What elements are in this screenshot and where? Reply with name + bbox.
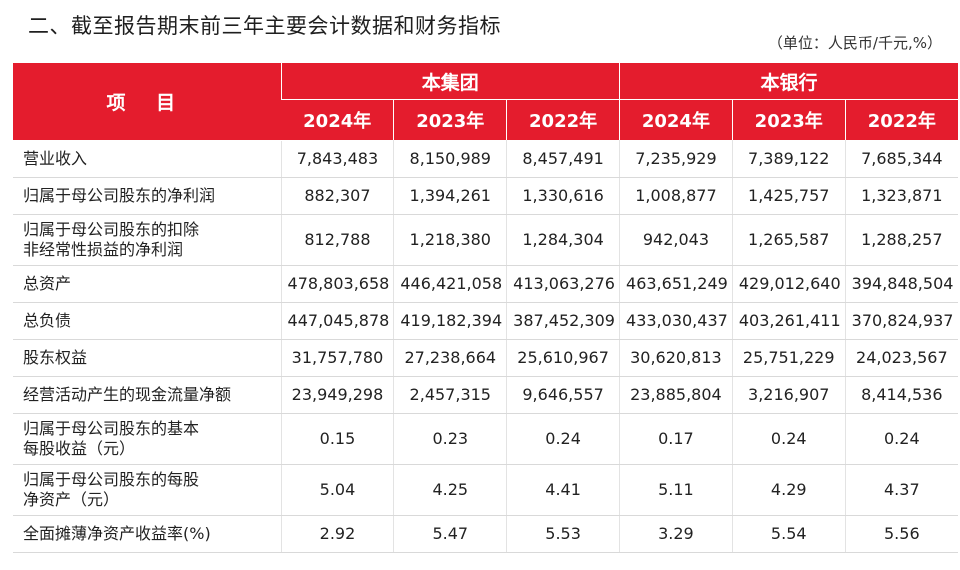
cell-value: 394,848,504	[844, 265, 958, 303]
cell-value: 1,218,380	[393, 214, 507, 266]
cell-value: 1,284,304	[506, 214, 620, 266]
cell-value: 5.54	[731, 515, 846, 553]
cell-value: 7,389,122	[731, 140, 846, 178]
cell-value: 403,261,411	[731, 302, 846, 340]
table-row: 总负债 447,045,878 419,182,394 387,452,309 433,…	[13, 302, 958, 340]
cell-value: 8,414,536	[844, 376, 958, 414]
header-row-years: 2024年 2023年 2022年 2024年 2023年 2022年	[13, 99, 958, 140]
header-year: 2023年	[393, 99, 507, 140]
cell-value: 9,646,557	[506, 376, 620, 414]
cell-value: 1,394,261	[393, 177, 507, 215]
table-row: 归属于母公司股东的基本 每股收益（元） 0.15 0.23 0.24 0.17 0.24 0.…	[13, 413, 958, 465]
row-label: 全面摊薄净资产收益率(%)	[13, 515, 282, 553]
cell-value: 8,457,491	[506, 140, 620, 178]
cell-value: 882,307	[280, 177, 394, 215]
table-row: 股东权益 31,757,780 27,238,664 25,610,967 30,620…	[13, 339, 958, 377]
table-row: 归属于母公司股东的扣除 非经常性损益的净利润 812,788 1,218,380 1,2…	[13, 214, 958, 266]
header-year: 2023年	[731, 99, 846, 140]
table-header: 项 目 本集团 本银行 2024年 2023年 2022年 2024年 2023…	[13, 63, 958, 141]
table-row: 经营活动产生的现金流量净额 23,949,298 2,457,315 9,646,55…	[13, 376, 958, 414]
cell-value: 1,288,257	[844, 214, 958, 266]
row-label: 总资产	[13, 265, 282, 303]
cell-value: 0.17	[619, 413, 733, 465]
cell-value: 1,265,587	[731, 214, 846, 266]
unit-note: （单位：人民币/千元,%）	[767, 34, 942, 52]
row-label: 经营活动产生的现金流量净额	[13, 376, 282, 414]
cell-value: 0.24	[506, 413, 620, 465]
table-row: 全面摊薄净资产收益率(%) 2.92 5.47 5.53 3.29 5.54 5.56	[13, 515, 958, 553]
cell-value: 447,045,878	[280, 302, 394, 340]
cell-value: 5.47	[393, 515, 507, 553]
cell-value: 5.11	[619, 464, 733, 516]
cell-value: 27,238,664	[393, 339, 507, 377]
page-title: 二、截至报告期末前三年主要会计数据和财务指标	[28, 14, 501, 38]
cell-value: 942,043	[619, 214, 733, 266]
cell-value: 8,150,989	[393, 140, 507, 178]
cell-value: 2.92	[280, 515, 394, 553]
row-label: 归属于母公司股东的每股 净资产（元）	[13, 464, 282, 516]
row-label: 股东权益	[13, 339, 282, 377]
financial-data-table: 项 目 本集团 本银行 2024年 2023年 2022年 2024年 2023…	[13, 63, 958, 553]
cell-value: 4.25	[393, 464, 507, 516]
header-year: 2024年	[619, 99, 733, 140]
cell-value: 4.41	[506, 464, 620, 516]
cell-value: 413,063,276	[506, 265, 620, 303]
cell-value: 433,030,437	[619, 302, 733, 340]
cell-value: 7,685,344	[844, 140, 958, 178]
cell-value: 478,803,658	[280, 265, 394, 303]
cell-value: 0.24	[844, 413, 958, 465]
header-group-consolidated: 本集团	[280, 63, 620, 100]
row-label: 营业收入	[13, 140, 282, 178]
cell-value: 25,610,967	[506, 339, 620, 377]
cell-value: 23,949,298	[280, 376, 394, 414]
cell-value: 31,757,780	[280, 339, 394, 377]
cell-value: 387,452,309	[506, 302, 620, 340]
cell-value: 7,235,929	[619, 140, 733, 178]
cell-value: 3.29	[619, 515, 733, 553]
cell-value: 5.04	[280, 464, 394, 516]
header-row-groups: 项 目 本集团 本银行	[13, 63, 958, 141]
table-row: 归属于母公司股东的净利润 882,307 1,394,261 1,330,616 1,0…	[13, 177, 958, 215]
header-year: 2022年	[506, 99, 620, 140]
cell-value: 4.37	[844, 464, 958, 516]
cell-value: 0.24	[731, 413, 846, 465]
cell-value: 5.56	[844, 515, 958, 553]
cell-value: 3,216,907	[731, 376, 846, 414]
cell-value: 25,751,229	[731, 339, 846, 377]
table-row: 营业收入 7,843,483 8,150,989 8,457,491 7,235,929…	[13, 140, 958, 178]
row-label: 总负债	[13, 302, 282, 340]
header-item: 项 目	[13, 63, 282, 141]
cell-value: 0.15	[280, 413, 394, 465]
header-group-bank: 本银行	[619, 63, 958, 100]
cell-value: 24,023,567	[844, 339, 958, 377]
cell-value: 446,421,058	[393, 265, 507, 303]
cell-value: 1,008,877	[619, 177, 733, 215]
cell-value: 463,651,249	[619, 265, 733, 303]
cell-value: 23,885,804	[619, 376, 733, 414]
cell-value: 429,012,640	[731, 265, 846, 303]
table-row: 归属于母公司股东的每股 净资产（元） 5.04 4.25 4.41 5.11 4.29 4.3…	[13, 464, 958, 516]
cell-value: 4.29	[731, 464, 846, 516]
header-year: 2022年	[844, 99, 958, 140]
cell-value: 0.23	[393, 413, 507, 465]
cell-value: 5.53	[506, 515, 620, 553]
cell-value: 30,620,813	[619, 339, 733, 377]
cell-value: 1,425,757	[731, 177, 846, 215]
cell-value: 812,788	[280, 214, 394, 266]
table-row: 总资产 478,803,658 446,421,058 413,063,276 463,…	[13, 265, 958, 303]
row-label: 归属于母公司股东的扣除 非经常性损益的净利润	[13, 214, 282, 266]
cell-value: 370,824,937	[844, 302, 958, 340]
cell-value: 2,457,315	[393, 376, 507, 414]
cell-value: 1,330,616	[506, 177, 620, 215]
header-year: 2024年	[281, 99, 394, 140]
row-label: 归属于母公司股东的净利润	[13, 177, 282, 215]
cell-value: 419,182,394	[393, 302, 507, 340]
cell-value: 1,323,871	[844, 177, 958, 215]
table-body: 营业收入 7,843,483 8,150,989 8,457,491 7,235,929…	[13, 140, 958, 553]
row-label: 归属于母公司股东的基本 每股收益（元）	[13, 413, 282, 465]
cell-value: 7,843,483	[280, 140, 394, 178]
